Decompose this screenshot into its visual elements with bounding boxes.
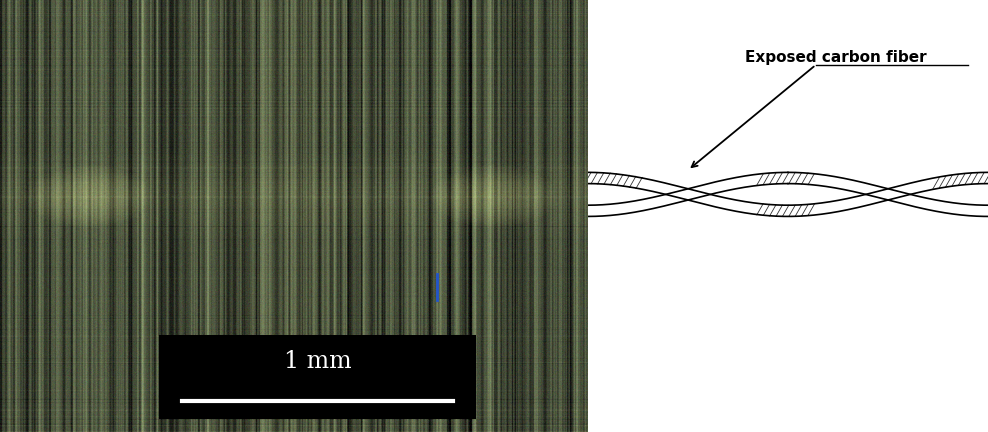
Text: 1 mm: 1 mm <box>284 350 352 373</box>
FancyBboxPatch shape <box>159 335 476 419</box>
Text: Exposed carbon fiber: Exposed carbon fiber <box>745 50 927 65</box>
